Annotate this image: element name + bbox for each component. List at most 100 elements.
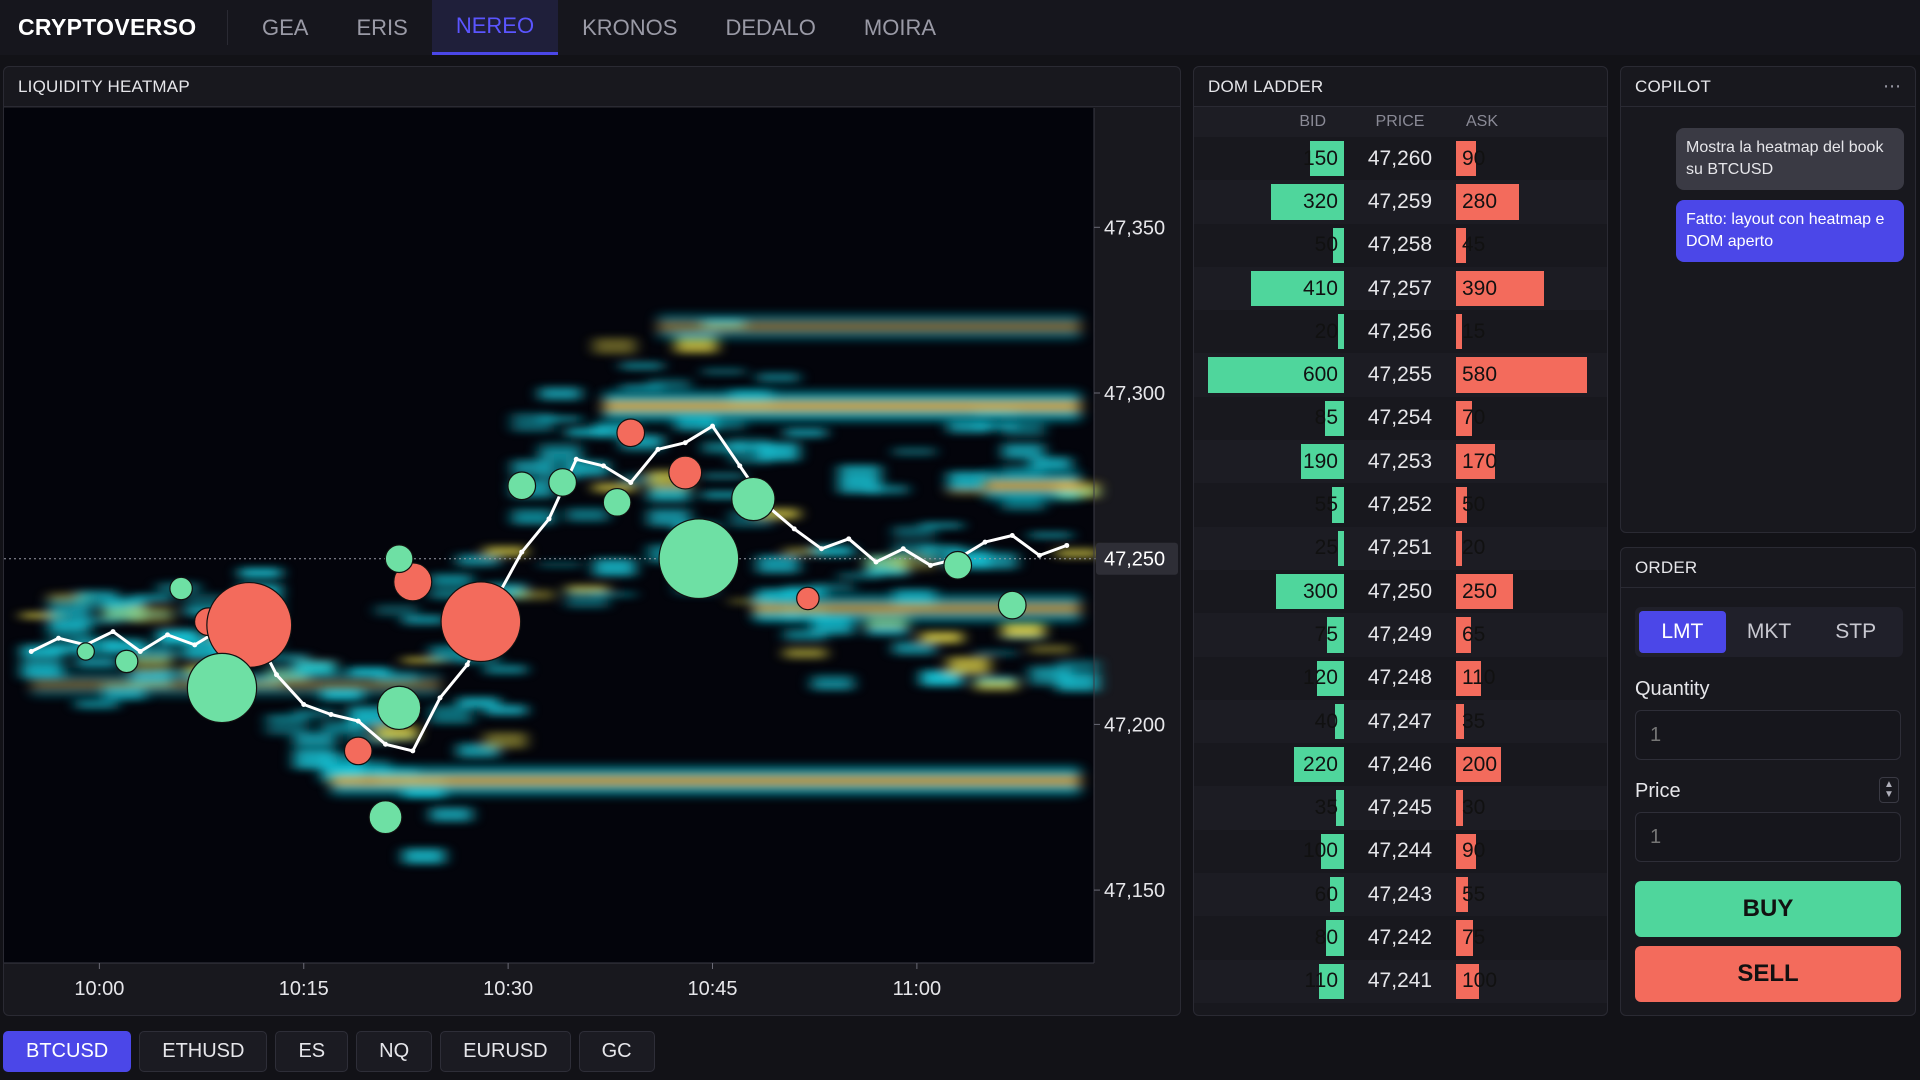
tab-dedalo[interactable]: DEDALO	[725, 14, 816, 40]
dom-bid-cell[interactable]: 300	[1194, 570, 1344, 613]
dom-bid-cell[interactable]: 80	[1194, 916, 1344, 959]
dom-bid-cell[interactable]: 60	[1194, 873, 1344, 916]
dom-ask-cell[interactable]: 100	[1456, 960, 1606, 1003]
dom-row[interactable]: 55 47,252 50	[1194, 483, 1607, 526]
dom-ask-cell[interactable]: 580	[1456, 353, 1606, 396]
buy-trade-bubble[interactable]	[76, 642, 95, 661]
dom-row[interactable]: 75 47,249 65	[1194, 613, 1607, 657]
dom-ask-cell[interactable]: 390	[1456, 267, 1606, 310]
dom-row[interactable]: 320 47,259 280	[1194, 180, 1607, 224]
dom-ask-cell[interactable]: 50	[1456, 483, 1606, 526]
dom-ask-cell[interactable]: 55	[1456, 873, 1606, 916]
dom-row[interactable]: 110 47,241 100	[1194, 959, 1607, 1003]
tab-kronos[interactable]: KRONOS	[582, 14, 678, 40]
tab-nereo[interactable]: NEREO	[431, 0, 559, 55]
dom-row[interactable]: 150 47,260 90	[1194, 137, 1607, 180]
dom-bid-cell[interactable]: 100	[1194, 830, 1344, 873]
dom-ask-cell[interactable]: 45	[1456, 224, 1606, 267]
price-stepper-icon[interactable]: ▲ ▼	[1879, 777, 1899, 803]
dom-ask-cell[interactable]: 90	[1456, 830, 1606, 873]
dom-bid-cell[interactable]: 85	[1194, 397, 1344, 440]
dom-bid-cell[interactable]: 35	[1194, 786, 1344, 829]
dom-ask-cell[interactable]: 250	[1456, 570, 1606, 613]
symbol-eurusd[interactable]: EURUSD	[440, 1031, 571, 1072]
dom-bid-cell[interactable]: 40	[1194, 700, 1344, 743]
dom-row[interactable]: 120 47,248 110	[1194, 657, 1607, 700]
buy-trade-bubble[interactable]	[169, 576, 193, 601]
price-input[interactable]	[1635, 812, 1901, 862]
symbol-gc[interactable]: GC	[578, 1031, 655, 1072]
dom-row[interactable]: 85 47,254 70	[1194, 397, 1607, 440]
order-type-mkt[interactable]: MKT	[1746, 620, 1792, 643]
dom-bid-cell[interactable]: 150	[1194, 137, 1344, 180]
dom-bid-cell[interactable]: 50	[1194, 224, 1344, 267]
order-type-lmt[interactable]: LMT	[1639, 611, 1726, 653]
dom-ask-cell[interactable]: 90	[1456, 137, 1606, 180]
dom-bid-cell[interactable]: 120	[1194, 657, 1344, 700]
dom-ask-cell[interactable]: 20	[1456, 527, 1606, 570]
symbol-ethusd[interactable]: ETHUSD	[139, 1031, 268, 1072]
dom-ask-cell[interactable]: 200	[1456, 743, 1606, 786]
dom-row[interactable]: 35 47,245 30	[1194, 786, 1607, 830]
dom-bid-cell[interactable]: 75	[1194, 613, 1344, 656]
dom-row[interactable]: 220 47,246 200	[1194, 743, 1607, 786]
dom-ask-cell[interactable]: 30	[1456, 786, 1606, 829]
dom-row[interactable]: 50 47,258 45	[1194, 224, 1607, 267]
dom-row[interactable]: 410 47,257 390	[1194, 266, 1607, 311]
dom-row[interactable]: 40 47,247 35	[1194, 699, 1607, 744]
dom-row[interactable]: 20 47,256 15	[1194, 310, 1607, 353]
dom-bid-cell[interactable]: 220	[1194, 743, 1344, 786]
dom-bid-cell[interactable]: 320	[1194, 180, 1344, 223]
sell-button[interactable]: SELL	[1635, 946, 1901, 1002]
dom-ask-cell[interactable]: 75	[1456, 916, 1606, 959]
dom-row[interactable]: 100 47,244 90	[1194, 830, 1607, 873]
buy-trade-bubble[interactable]	[507, 471, 537, 501]
dom-row[interactable]: 190 47,253 170	[1194, 440, 1607, 484]
dom-ask-cell[interactable]: 110	[1456, 657, 1606, 700]
dom-bid-cell[interactable]: 190	[1194, 440, 1344, 483]
dom-ask-cell[interactable]: 15	[1456, 310, 1606, 353]
dom-row[interactable]: 80 47,242 75	[1194, 916, 1607, 959]
sell-trade-bubble[interactable]	[343, 736, 373, 766]
dom-bid-cell[interactable]: 25	[1194, 527, 1344, 570]
dom-bid-cell[interactable]: 110	[1194, 960, 1344, 1003]
quantity-input[interactable]	[1635, 710, 1901, 760]
dom-ask-cell[interactable]: 170	[1456, 440, 1606, 483]
dom-ask-cell[interactable]: 35	[1456, 700, 1606, 743]
dom-bid-cell[interactable]: 20	[1194, 310, 1344, 353]
buy-trade-bubble[interactable]	[186, 652, 258, 724]
dom-bid-cell[interactable]: 410	[1194, 267, 1344, 310]
dom-row[interactable]: 300 47,250 250	[1194, 570, 1607, 613]
buy-trade-bubble[interactable]	[384, 544, 414, 574]
dom-ask-cell[interactable]: 70	[1456, 397, 1606, 440]
buy-trade-bubble[interactable]	[731, 476, 776, 522]
tab-gea[interactable]: GEA	[262, 14, 309, 40]
dom-ask-cell[interactable]: 280	[1456, 180, 1606, 223]
dom-row[interactable]: 60 47,243 55	[1194, 873, 1607, 917]
dom-ask-cell[interactable]: 65	[1456, 613, 1606, 656]
buy-trade-bubble[interactable]	[376, 685, 422, 731]
heatmap-chart[interactable]: 47,35047,30047,25047,20047,15047,25010:0…	[4, 108, 1180, 1016]
more-horizontal-icon[interactable]: ⋯	[1883, 76, 1901, 96]
buy-trade-bubble[interactable]	[658, 518, 740, 600]
buy-trade-bubble[interactable]	[997, 590, 1027, 620]
tab-moira[interactable]: MOIRA	[863, 14, 937, 40]
buy-trade-bubble[interactable]	[548, 468, 578, 497]
tab-eris[interactable]: ERIS	[356, 14, 408, 40]
buy-trade-bubble[interactable]	[114, 649, 139, 674]
sell-trade-bubble[interactable]	[440, 581, 522, 663]
sell-trade-bubble[interactable]	[616, 418, 646, 448]
buy-trade-bubble[interactable]	[943, 550, 973, 580]
dom-bid-cell[interactable]: 600	[1194, 353, 1344, 396]
dom-bid-cell[interactable]: 55	[1194, 483, 1344, 526]
dom-row[interactable]: 25 47,251 20	[1194, 526, 1607, 570]
buy-trade-bubble[interactable]	[368, 800, 403, 835]
buy-button[interactable]: BUY	[1635, 881, 1901, 937]
sell-trade-bubble[interactable]	[796, 586, 820, 611]
symbol-btcusd[interactable]: BTCUSD	[3, 1031, 132, 1072]
symbol-nq[interactable]: NQ	[356, 1031, 433, 1072]
symbol-es[interactable]: ES	[275, 1031, 349, 1072]
sell-trade-bubble[interactable]	[668, 455, 703, 490]
order-type-stp[interactable]: STP	[1835, 620, 1877, 643]
dom-row[interactable]: 600 47,255 580	[1194, 353, 1607, 397]
